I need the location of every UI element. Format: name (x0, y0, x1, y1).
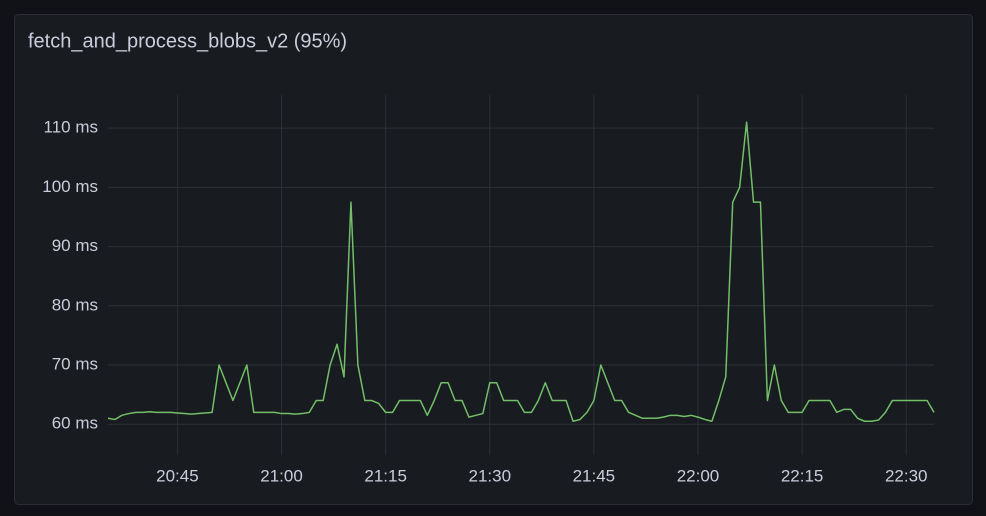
x-tick-label: 22:30 (885, 466, 928, 485)
chart-title: fetch_and_process_blobs_v2 (95%) (28, 30, 347, 52)
series-line (107, 121, 935, 422)
x-tick-label: 20:45 (156, 466, 199, 485)
x-tick-label: 22:00 (677, 466, 720, 485)
y-tick-label: 70 ms (52, 354, 98, 373)
y-tick-label: 80 ms (52, 295, 98, 314)
x-tick-label: 21:30 (468, 466, 511, 485)
x-tick-label: 21:00 (260, 466, 303, 485)
x-tick-label: 21:45 (573, 466, 616, 485)
y-tick-label: 90 ms (52, 236, 98, 255)
y-tick-label: 60 ms (52, 414, 98, 433)
x-tick-label: 22:15 (781, 466, 824, 485)
y-tick-label: 100 ms (42, 177, 98, 196)
y-tick-label: 110 ms (44, 118, 99, 137)
panel-frame (14, 14, 973, 505)
x-tick-label: 21:15 (364, 466, 407, 485)
